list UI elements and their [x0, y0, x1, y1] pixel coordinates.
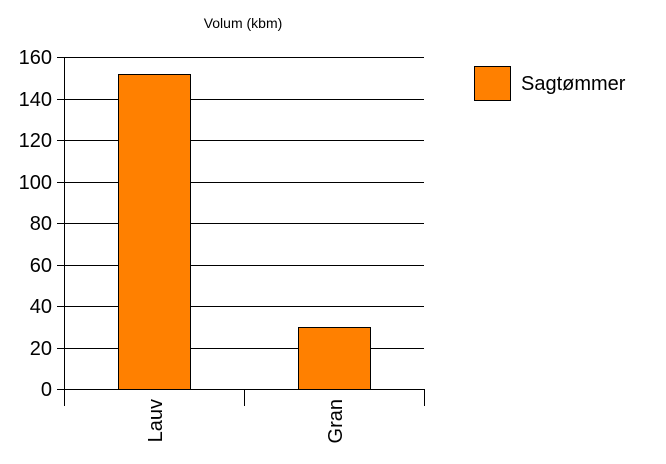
legend: Sagtømmer	[474, 66, 626, 101]
axes	[57, 57, 425, 406]
bar-lauv	[118, 74, 191, 390]
legend-swatch	[474, 66, 511, 101]
x-tick-label-lauv: Lauv	[145, 399, 167, 442]
y-tick-label: 60	[30, 255, 52, 277]
bars	[118, 74, 371, 390]
y-axis-tick-labels: 0 20 40 60 80 100 120 140 160	[19, 47, 52, 401]
y-tick-label: 40	[30, 296, 52, 318]
y-tick-label: 20	[30, 338, 52, 360]
y-tick-label: 140	[19, 89, 52, 111]
y-tick-label: 80	[30, 213, 52, 235]
bar-gran	[298, 327, 371, 390]
x-axis-tick-labels: Lauv Gran	[145, 399, 347, 443]
x-tick-label-gran: Gran	[325, 399, 347, 443]
y-tick-label: 160	[19, 47, 52, 69]
y-tick-label: 120	[19, 130, 52, 152]
chart-title: Volum (kbm)	[204, 15, 283, 31]
legend-label: Sagtømmer	[521, 73, 626, 95]
y-tick-label: 0	[41, 379, 52, 401]
y-tick-label: 100	[19, 172, 52, 194]
